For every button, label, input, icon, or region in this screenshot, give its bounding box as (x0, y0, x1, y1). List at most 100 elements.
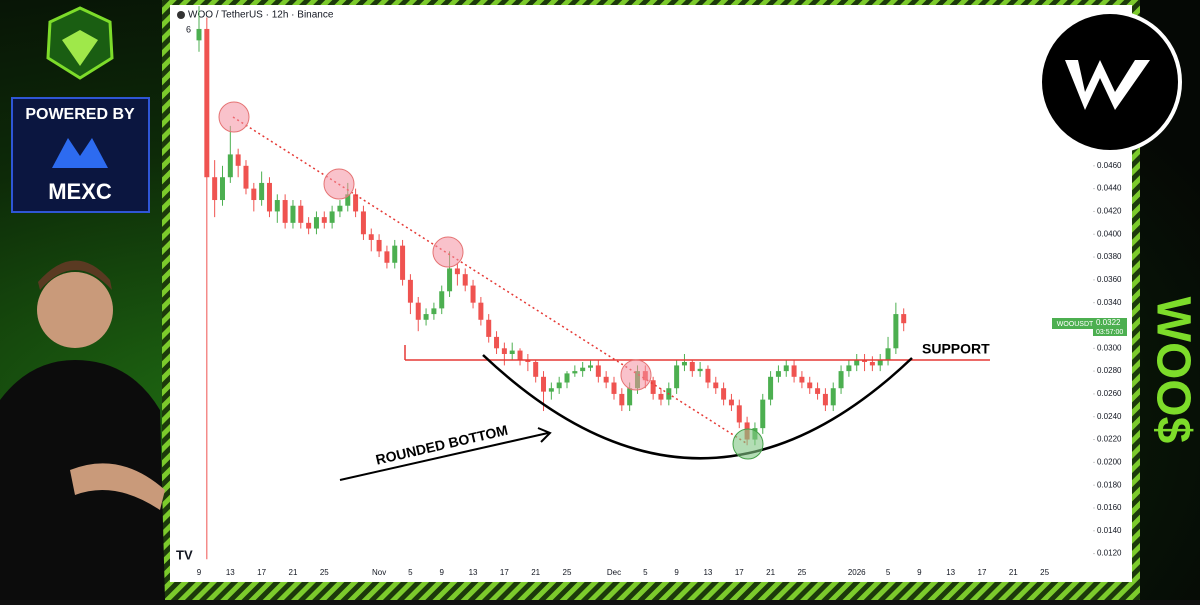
rounded-bottom-curve (482, 354, 913, 460)
x-tick-label: 17 (257, 568, 266, 577)
candle-body (376, 239, 382, 252)
price-value: 0.0322 (1096, 318, 1121, 327)
touch-circle (432, 236, 464, 268)
candle-body (447, 268, 453, 292)
candle-body (329, 211, 335, 223)
candle-body (235, 154, 241, 166)
candle-body (368, 234, 374, 240)
candle-body (400, 245, 406, 280)
candle-body (525, 359, 531, 362)
candle-body (423, 314, 429, 320)
x-tick-label: 9 (440, 568, 445, 577)
x-tick-label: 13 (703, 568, 712, 577)
candle-body (486, 319, 492, 337)
indicator-count: 6 (186, 24, 191, 34)
candle-body (360, 211, 366, 235)
trend-line (232, 116, 747, 444)
person-arm (70, 463, 165, 510)
exchange-name: MEXC (48, 179, 112, 204)
candle-body (697, 368, 703, 372)
candle-body (783, 365, 789, 372)
candle-body (266, 182, 272, 212)
candle-body (243, 165, 249, 189)
x-tick-label: 21 (1009, 568, 1018, 577)
y-tick-label: 0.0460 (1097, 161, 1122, 170)
candle-body (321, 217, 327, 223)
y-tick-label: 0.0140 (1097, 526, 1122, 535)
candle-body (227, 154, 233, 178)
candle-body (431, 308, 437, 315)
candle-body (517, 350, 523, 360)
candle-body (862, 359, 868, 362)
x-tick-label: 21 (766, 568, 775, 577)
candle-body (815, 388, 821, 394)
candle-body (869, 361, 875, 366)
y-tick-label: 0.0360 (1097, 275, 1122, 284)
candle-body (306, 222, 312, 229)
candle-body (901, 314, 907, 324)
candle-body (822, 393, 828, 406)
candle-body (548, 388, 554, 392)
candle-body (736, 405, 742, 423)
candle-body (313, 217, 319, 229)
ticker-tag: WOO$ (1146, 297, 1199, 444)
candle-body (611, 382, 617, 394)
x-tick-label: 9 (674, 568, 679, 577)
candle-body (259, 182, 265, 201)
candle-body (407, 279, 413, 303)
y-tick-label: 0.0260 (1097, 389, 1122, 398)
x-tick-label: 17 (978, 568, 987, 577)
y-tick-label: 0.0420 (1097, 207, 1122, 216)
candle-body (893, 314, 899, 349)
x-tick-label: 9 (197, 568, 202, 577)
x-tick-label: Nov (372, 568, 386, 577)
symbol-title: WOO / TetherUS · 12h · Binance (188, 10, 334, 21)
support-label: SUPPORT (922, 341, 990, 357)
candle-body (580, 367, 586, 372)
x-tick-label: 5 (886, 568, 891, 577)
candle-body (830, 388, 836, 406)
candle-body (854, 359, 860, 366)
candle-body (439, 291, 445, 309)
person-hair (38, 260, 112, 290)
y-tick-label: 0.0220 (1097, 435, 1122, 444)
touch-circle (323, 168, 355, 200)
candle-body (603, 376, 609, 383)
logo-gem (62, 30, 98, 66)
candle-body (885, 348, 891, 360)
y-tick-label: 0.0280 (1097, 366, 1122, 375)
x-tick-label: 13 (469, 568, 478, 577)
x-tick-label: 13 (946, 568, 955, 577)
mexc-logo (52, 138, 108, 168)
x-tick-label: 25 (797, 568, 806, 577)
symbol-icon (177, 11, 185, 19)
candle-body (212, 177, 218, 201)
candle-body (462, 274, 468, 286)
candle-body (838, 371, 844, 389)
arrow-head (537, 427, 552, 443)
candle-body (627, 388, 633, 406)
y-tick-label: 0.0180 (1097, 480, 1122, 489)
person-head (37, 272, 113, 348)
candle-body (595, 365, 601, 377)
candle-body (658, 393, 664, 400)
candle-body (588, 365, 593, 368)
x-tick-label: 2026 (848, 568, 866, 577)
price-tag (1052, 318, 1098, 329)
price-box (1093, 318, 1127, 336)
candle-body (846, 365, 852, 372)
countdown: 03:57:00 (1096, 329, 1123, 336)
candle-body (721, 388, 727, 400)
x-tick-label: 13 (226, 568, 235, 577)
candle-body (298, 205, 304, 223)
x-tick-label: 25 (563, 568, 572, 577)
candle-body (494, 336, 500, 349)
price-tag-symbol: WOOUSDT (1057, 321, 1094, 328)
candle-body (807, 382, 813, 389)
pattern-arrow (339, 432, 549, 481)
powered-by: POWERED BY (25, 106, 135, 123)
bottom-circle (732, 428, 764, 460)
x-tick-label: Dec (607, 568, 621, 577)
candle-body (775, 371, 781, 377)
